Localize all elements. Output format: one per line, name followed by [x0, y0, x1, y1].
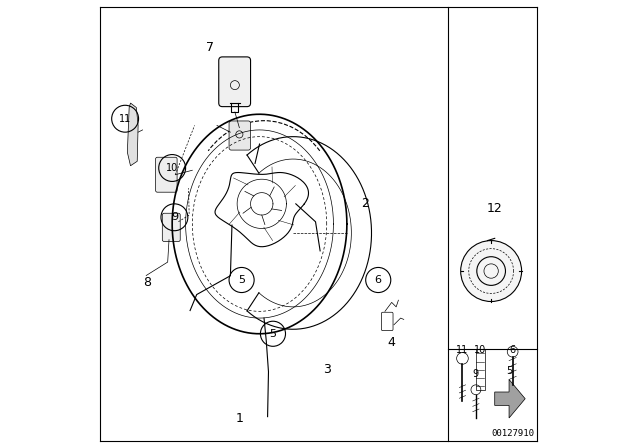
Text: 4: 4	[388, 336, 396, 349]
Text: 6: 6	[375, 275, 381, 285]
Text: 5: 5	[238, 275, 245, 285]
Text: 6: 6	[509, 345, 516, 355]
FancyBboxPatch shape	[156, 157, 177, 192]
Text: 10: 10	[166, 163, 179, 173]
Text: 8: 8	[143, 276, 152, 289]
Text: 11: 11	[119, 114, 131, 124]
Circle shape	[461, 241, 522, 302]
Text: 2: 2	[361, 197, 369, 211]
Text: 9: 9	[171, 212, 178, 222]
FancyBboxPatch shape	[163, 213, 180, 241]
Polygon shape	[127, 103, 138, 166]
Text: 00127910: 00127910	[491, 429, 534, 438]
Text: 10: 10	[474, 345, 486, 355]
Text: 12: 12	[487, 202, 502, 215]
Text: 5: 5	[269, 329, 276, 339]
Text: 3: 3	[323, 363, 331, 376]
Text: 7: 7	[206, 40, 214, 54]
Text: 11: 11	[456, 345, 468, 355]
Text: 5: 5	[506, 366, 512, 376]
Text: 1: 1	[236, 412, 243, 426]
Text: 9: 9	[473, 369, 479, 379]
FancyBboxPatch shape	[229, 121, 251, 150]
Polygon shape	[495, 379, 525, 418]
FancyBboxPatch shape	[219, 57, 251, 107]
